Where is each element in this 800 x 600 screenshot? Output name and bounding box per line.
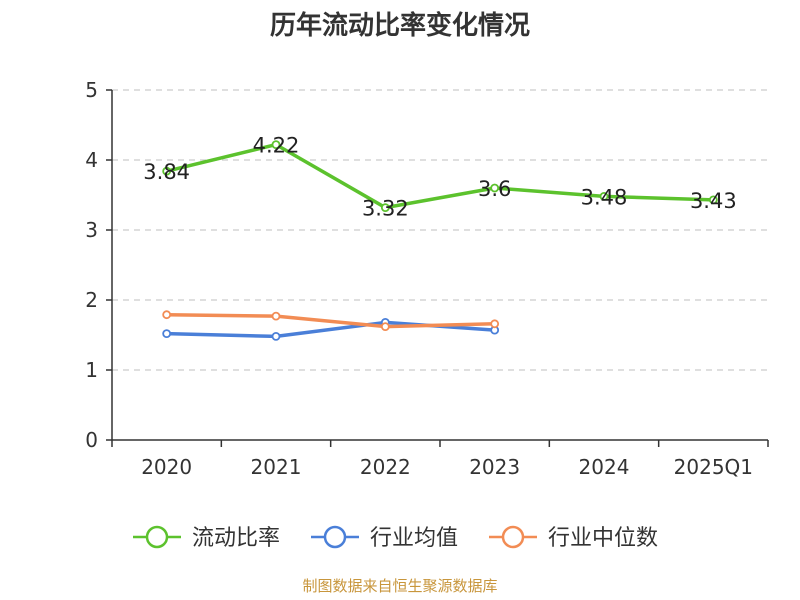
y-tick-label: 4 bbox=[85, 148, 98, 172]
data-point bbox=[380, 203, 390, 213]
data-point bbox=[271, 311, 281, 321]
data-label: 3.84 bbox=[143, 160, 190, 184]
data-labels: 3.84 4.22 3.32 3.6 3.48 3.43 bbox=[143, 134, 736, 221]
data-label: 3.32 bbox=[362, 197, 409, 221]
y-tick-label: 1 bbox=[85, 358, 98, 382]
legend[interactable]: 流动比率 行业均值 行业中位数 bbox=[133, 525, 658, 551]
series-lines bbox=[162, 140, 718, 341]
data-label: 3.48 bbox=[581, 185, 628, 209]
data-point bbox=[708, 195, 718, 205]
data-label: 3.6 bbox=[478, 177, 511, 201]
data-point bbox=[162, 329, 172, 339]
legend-label: 流动比率 bbox=[192, 526, 280, 551]
legend-item[interactable]: 流动比率 bbox=[133, 525, 280, 551]
legend-label: 行业中位数 bbox=[548, 526, 658, 551]
y-tick-label: 5 bbox=[85, 78, 98, 102]
data-point bbox=[380, 322, 390, 332]
chart-title: 历年流动比率变化情况 bbox=[270, 10, 530, 41]
x-tick-label: 2025Q1 bbox=[674, 455, 753, 479]
y-tick-label: 0 bbox=[85, 428, 98, 452]
legend-marker bbox=[501, 525, 525, 549]
data-point bbox=[162, 166, 172, 176]
data-label: 4.22 bbox=[253, 134, 300, 158]
series-line bbox=[164, 312, 497, 329]
legend-marker bbox=[145, 525, 169, 549]
legend-item[interactable]: 行业均值 bbox=[311, 525, 458, 551]
source-note: 制图数据来自恒生聚源数据库 bbox=[302, 577, 497, 595]
legend-item[interactable]: 行业中位数 bbox=[489, 525, 658, 551]
axes: 0 1 2 3 4 5 2020 2021 2022 2023 2024 2025Q1 bbox=[85, 78, 769, 479]
x-tick-label: 2021 bbox=[251, 455, 302, 479]
legend-label: 行业均值 bbox=[370, 526, 458, 551]
y-tick-label: 3 bbox=[85, 218, 98, 242]
data-point bbox=[490, 183, 500, 193]
x-tick-label: 2023 bbox=[469, 455, 520, 479]
data-point bbox=[271, 140, 281, 150]
x-tick-label: 2024 bbox=[579, 455, 630, 479]
series-line bbox=[164, 142, 716, 210]
data-point bbox=[599, 191, 609, 201]
x-tick-label: 2022 bbox=[360, 455, 411, 479]
data-point bbox=[490, 319, 500, 329]
data-label: 3.43 bbox=[690, 189, 737, 213]
data-point bbox=[271, 331, 281, 341]
x-tick-label: 2020 bbox=[141, 455, 192, 479]
legend-marker bbox=[323, 525, 347, 549]
data-point bbox=[162, 310, 172, 320]
y-tick-label: 2 bbox=[85, 288, 98, 312]
